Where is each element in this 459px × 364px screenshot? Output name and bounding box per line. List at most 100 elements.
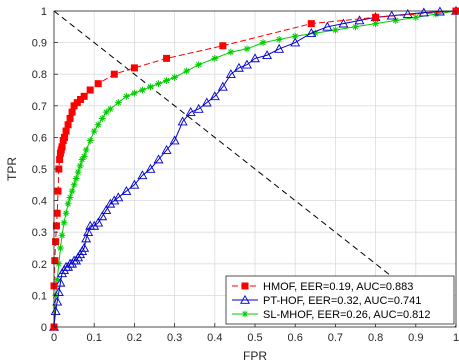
reference-line-layer bbox=[53, 10, 457, 328]
series-2-point bbox=[155, 80, 162, 88]
y-tick-label: 0.9 bbox=[32, 38, 47, 50]
y-tick-label: 1 bbox=[41, 6, 47, 18]
series-2-point bbox=[183, 67, 191, 75]
x-tick-label: 0 bbox=[51, 332, 57, 344]
series-1-point bbox=[338, 18, 349, 28]
series-2-group bbox=[50, 7, 459, 331]
series-2-point bbox=[53, 276, 61, 283]
series-2-point bbox=[171, 73, 178, 81]
series-2-point bbox=[74, 168, 82, 176]
series-2-point bbox=[70, 181, 78, 189]
y-tick-label: 0.7 bbox=[32, 101, 47, 113]
series-2-point bbox=[78, 156, 86, 163]
series-0-point bbox=[51, 257, 59, 265]
series-2-point bbox=[106, 105, 114, 113]
series-2-point bbox=[392, 17, 400, 24]
series-1-point bbox=[153, 154, 164, 164]
series-1-point bbox=[50, 306, 61, 316]
x-tick-label: 0.3 bbox=[167, 332, 182, 344]
series-0-point bbox=[110, 70, 118, 78]
series-2-point bbox=[291, 32, 299, 40]
series-2-point bbox=[114, 99, 122, 107]
x-tick-label: 0.2 bbox=[127, 332, 142, 344]
series-1-point bbox=[121, 185, 132, 195]
series-0-point bbox=[60, 133, 68, 141]
legend-swatch-marker bbox=[241, 310, 249, 318]
y-tick-label: 0.8 bbox=[32, 69, 47, 81]
series-1-point bbox=[217, 81, 228, 91]
series-2-point bbox=[352, 23, 359, 31]
legend-box bbox=[225, 275, 455, 325]
series-0-point bbox=[66, 114, 74, 122]
series-1-point bbox=[137, 170, 148, 180]
series-0-point bbox=[58, 143, 66, 151]
series-2-point bbox=[72, 175, 80, 182]
legend-swatch-marker bbox=[241, 282, 249, 290]
series-1-point bbox=[402, 9, 413, 18]
series-2-point bbox=[372, 20, 379, 28]
legend-swatch-marker bbox=[240, 294, 250, 304]
series-2-point bbox=[60, 219, 68, 227]
series-0-point bbox=[68, 108, 76, 116]
series-0-point bbox=[94, 80, 102, 88]
series-1-point bbox=[89, 220, 100, 230]
series-0-point bbox=[86, 86, 94, 94]
series-2-point bbox=[259, 39, 267, 46]
series-1-point bbox=[225, 69, 236, 79]
series-2-point bbox=[147, 83, 154, 91]
series-2-point bbox=[275, 36, 283, 43]
x-tick-label: 0.7 bbox=[328, 332, 343, 344]
series-2-point bbox=[55, 260, 63, 268]
x-tick-label: 0.8 bbox=[368, 332, 383, 344]
series-1-point bbox=[113, 192, 124, 202]
series-2-point bbox=[94, 121, 102, 129]
series-layer bbox=[49, 5, 459, 331]
series-2-point bbox=[311, 29, 319, 37]
y-tick-label: 0.6 bbox=[32, 132, 47, 144]
series-2-point bbox=[131, 89, 138, 97]
y-tick-label: 0 bbox=[41, 322, 47, 334]
series-0-point bbox=[62, 127, 70, 135]
series-1-point bbox=[201, 97, 212, 107]
series-1-point bbox=[185, 106, 196, 116]
series-1-point bbox=[274, 43, 285, 53]
series-0-point bbox=[64, 121, 72, 129]
x-axis-title: FPR bbox=[243, 349, 267, 363]
legend: HMOF, EER=0.19, AUC=0.883 PT-HOF, EER=0.3… bbox=[225, 275, 455, 325]
series-2-point bbox=[243, 45, 251, 53]
series-1-point bbox=[93, 217, 104, 227]
series-1-point bbox=[250, 53, 260, 63]
series-1-point bbox=[322, 21, 333, 31]
y-tick-label: 0.2 bbox=[32, 259, 47, 271]
series-0-point bbox=[163, 54, 171, 62]
series-1-point bbox=[233, 62, 244, 72]
series-1-point bbox=[129, 179, 140, 189]
series-1-point bbox=[145, 163, 156, 173]
series-1-point bbox=[290, 37, 301, 47]
series-1-point bbox=[105, 198, 116, 208]
series-2-point bbox=[122, 92, 130, 100]
x-tick-label: 1 bbox=[453, 332, 459, 344]
series-2-point bbox=[80, 152, 88, 160]
series-2-point bbox=[82, 146, 90, 154]
series-2-point bbox=[64, 200, 72, 208]
series-1-point bbox=[262, 50, 273, 60]
series-2-point bbox=[57, 244, 64, 252]
series-2-point bbox=[86, 137, 94, 144]
series-1-point bbox=[53, 287, 64, 297]
y-tick-label: 0.3 bbox=[32, 227, 47, 239]
reference-diagonal-line bbox=[53, 10, 457, 328]
series-1-point bbox=[52, 296, 63, 306]
series-0-point bbox=[307, 20, 315, 28]
series-2-point bbox=[90, 127, 98, 135]
series-0-point bbox=[130, 64, 138, 72]
series-0-point bbox=[54, 187, 62, 195]
series-0-point bbox=[53, 209, 61, 217]
series-1-point bbox=[386, 10, 397, 20]
series-0-point bbox=[52, 222, 60, 230]
series-2-point bbox=[163, 77, 170, 84]
series-2-point bbox=[332, 26, 339, 34]
series-0-point bbox=[80, 92, 88, 100]
series-2-point bbox=[66, 194, 74, 201]
y-tick-label: 0.5 bbox=[32, 164, 47, 176]
